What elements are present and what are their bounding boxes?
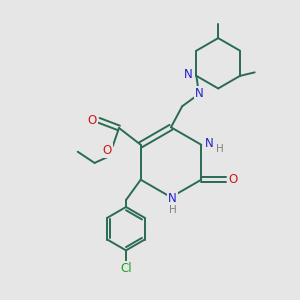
Text: O: O: [88, 114, 97, 127]
Text: N: N: [168, 193, 177, 206]
Text: H: H: [169, 206, 177, 215]
Text: Cl: Cl: [120, 262, 132, 275]
Text: N: N: [195, 87, 204, 100]
Text: O: O: [228, 173, 237, 186]
Text: N: N: [205, 136, 213, 149]
Text: O: O: [103, 144, 112, 157]
Text: N: N: [184, 68, 193, 81]
Text: H: H: [216, 144, 223, 154]
